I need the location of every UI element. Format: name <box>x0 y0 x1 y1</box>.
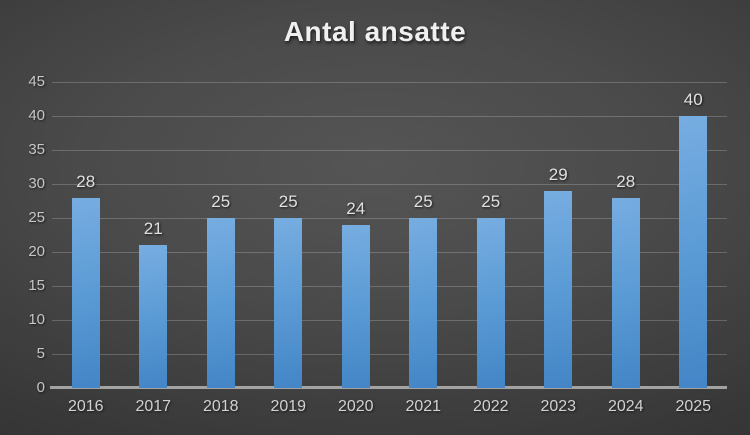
bar-value-label: 25 <box>413 192 433 211</box>
bar-2020 <box>341 224 370 388</box>
x-axis-tick-label: 2023 <box>540 398 577 415</box>
gridline <box>52 251 727 253</box>
x-axis-tick-label: 2017 <box>135 398 172 415</box>
y-axis-tick-label: 45 <box>28 73 45 90</box>
bar-2023 <box>544 190 573 388</box>
x-axis-tick-label: 2025 <box>675 398 712 415</box>
bar-value-label: 21 <box>143 219 163 239</box>
gridline <box>52 81 727 83</box>
y-axis: 0 5 10 15 20 25 30 35 40 45 <box>0 73 52 396</box>
gridline <box>52 319 727 321</box>
bar-value-label: 24 <box>346 198 366 218</box>
y-axis-tick-label: 10 <box>28 311 45 328</box>
y-axis-tick-label: 15 <box>28 277 45 294</box>
bar-2019 <box>274 218 303 388</box>
bar-2022 <box>476 218 505 388</box>
bar-2016 <box>71 197 100 388</box>
bar-2017 <box>139 245 168 388</box>
x-axis-tick-label: 2016 <box>67 398 104 415</box>
gridline <box>52 183 727 185</box>
y-axis-tick-label: 0 <box>36 379 45 396</box>
x-axis-tick-label: 2024 <box>607 398 644 415</box>
y-axis-tick-label: 35 <box>28 141 45 158</box>
bar-value-label: 28 <box>616 171 636 191</box>
gridline <box>52 285 727 287</box>
x-axis-tick-label: 2022 <box>472 398 509 415</box>
x-axis-tick-label: 2019 <box>270 398 307 415</box>
x-axis-tick-label: 2021 <box>405 398 442 415</box>
plot-area: 28 21 25 25 24 25 25 29 28 40 <box>50 81 727 389</box>
bar-value-label: 25 <box>278 192 298 211</box>
gridline <box>52 149 727 151</box>
x-axis-tick-label: 2018 <box>202 398 239 415</box>
x-axis-line <box>50 386 727 389</box>
bar-2025 <box>679 116 708 388</box>
y-axis-tick-label: 20 <box>28 243 45 260</box>
bar-value-label: 25 <box>481 192 501 211</box>
x-axis-tick-label: 2020 <box>337 398 374 415</box>
bar-value-label: 28 <box>76 171 96 191</box>
gridline <box>52 353 727 355</box>
y-axis-tick-label: 5 <box>36 345 45 362</box>
bar-value-label: 29 <box>548 164 568 184</box>
chart-title: Antal ansatte <box>283 16 467 47</box>
y-axis-tick-label: 40 <box>28 107 45 124</box>
bar-2018 <box>206 218 235 388</box>
y-axis-tick-label: 30 <box>28 175 45 192</box>
gridline <box>52 115 727 117</box>
x-axis: 2016 2017 2018 2019 2020 2021 2022 2023 2024 2025 <box>52 392 727 420</box>
bar-2021 <box>409 218 438 388</box>
bar-value-label: 25 <box>211 192 231 211</box>
bar-value-label: 40 <box>683 90 703 109</box>
bar-2024 <box>611 197 640 388</box>
gridline <box>52 217 727 219</box>
y-axis-tick-label: 25 <box>28 209 45 226</box>
